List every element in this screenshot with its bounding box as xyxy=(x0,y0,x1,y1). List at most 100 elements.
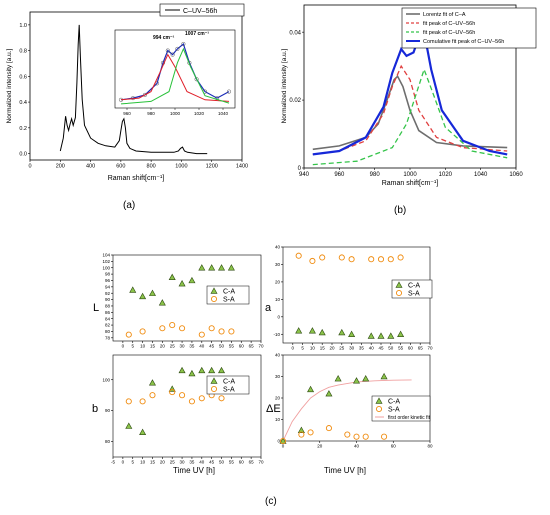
x-tick-label: 30 xyxy=(349,346,355,351)
marker-triangle xyxy=(307,385,315,393)
y-tick-label: 10 xyxy=(275,297,281,302)
y-tick-label: 80 xyxy=(105,329,111,334)
marker-triangle xyxy=(178,366,186,374)
y-tick-label: 0 xyxy=(298,166,302,172)
marker-circle xyxy=(307,429,314,436)
marker-triangle xyxy=(139,292,147,300)
x-tick-label: 960 xyxy=(334,172,345,178)
panel-a-plot: 0 200 400 600 800 1000 1200 1400 0.0 0.2 0.4 0.6 0.8… xyxy=(19,23,248,170)
y-tick-label: 0 xyxy=(277,314,280,319)
y-tick-label: 84 xyxy=(105,316,111,321)
x-tick-label: 40 xyxy=(199,344,205,349)
x-tick-label: 980 xyxy=(370,172,381,178)
panel-b-label: (b) xyxy=(394,205,406,216)
marker-triangle xyxy=(218,264,226,271)
marker-triangle xyxy=(387,332,395,339)
marker-circle xyxy=(381,433,388,440)
x-tick-label: 25 xyxy=(339,346,345,351)
marker-circle xyxy=(377,256,385,263)
y-tick-label: 90 xyxy=(105,408,111,413)
x-tick-label: 0 xyxy=(122,460,125,465)
panel-a-legend-label: C–UV–56h xyxy=(183,8,217,15)
marker-circle xyxy=(325,425,332,432)
inset-x-tick-label: 980 xyxy=(147,111,155,116)
marker-triangle xyxy=(198,264,206,271)
fit-curve xyxy=(282,379,412,442)
marker-circle xyxy=(125,331,132,338)
marker-circle xyxy=(295,252,302,259)
y-tick-label: 0.04 xyxy=(289,30,301,36)
marker-triangle xyxy=(139,428,147,435)
x-tick-label: 0 xyxy=(28,164,31,170)
marker-triangle xyxy=(297,426,305,433)
x-tick-label: -5 xyxy=(111,460,115,465)
x-tick-label: 30 xyxy=(180,344,186,349)
y-tick-label: 0.2 xyxy=(19,126,27,132)
x-tick-label: 20 xyxy=(329,346,335,351)
x-tick-label: 600 xyxy=(116,164,125,170)
x-tick-label: 15 xyxy=(320,346,326,351)
x-tick-label: 70 xyxy=(258,344,264,349)
marker-triangle xyxy=(148,289,156,296)
x-tick-label: 45 xyxy=(209,460,215,465)
marker-triangle xyxy=(380,372,388,380)
y-tick-label: 102 xyxy=(102,259,110,264)
marker-circle xyxy=(309,257,316,265)
x-tick-label: 940 xyxy=(299,172,310,178)
marker-circle xyxy=(208,325,215,332)
x-tick-label: 25 xyxy=(170,344,176,349)
legend-label: fit peak of C–UV–56h xyxy=(423,21,475,27)
marker-triangle xyxy=(348,330,356,337)
x-tick-label: 50 xyxy=(219,344,225,349)
x-tick-label: 45 xyxy=(209,344,215,349)
marker-circle xyxy=(218,328,225,335)
y-tick-label: 92 xyxy=(105,291,111,296)
series-line xyxy=(59,24,208,155)
x-tick-label: 30 xyxy=(180,460,186,465)
inset-point xyxy=(165,48,170,53)
y-tick-label: 88 xyxy=(105,304,111,309)
x-tick-label: 10 xyxy=(140,344,146,349)
marker-triangle xyxy=(338,328,346,336)
marker-triangle xyxy=(210,377,218,384)
marker-triangle xyxy=(295,327,303,334)
x-tick-label: 0 xyxy=(282,444,285,449)
panel-b-xlabel: Raman shift[cm⁻¹] xyxy=(382,180,439,187)
marker-triangle xyxy=(129,286,137,293)
y-tick-label: 1.0 xyxy=(19,23,27,29)
marker-circle xyxy=(149,392,156,399)
panel-c-b-ylabel: b xyxy=(92,403,98,415)
marker-triangle xyxy=(178,280,186,287)
marker-triangle xyxy=(377,332,385,339)
x-tick-label: 80 xyxy=(427,444,433,449)
legend-box xyxy=(206,285,250,305)
x-tick-label: 20 xyxy=(160,344,166,349)
legend-label: fit peak of C–UV–56h xyxy=(423,30,475,36)
x-tick-label: 70 xyxy=(427,346,433,351)
legend-label: C-A xyxy=(223,379,235,386)
marker-circle xyxy=(353,433,360,440)
x-tick-label: 1000 xyxy=(403,172,417,178)
x-tick-label: 35 xyxy=(189,344,195,349)
x-tick-label: 1000 xyxy=(175,164,187,170)
inset-point xyxy=(142,92,148,97)
legend-label: first order kinetic fit xyxy=(388,415,431,421)
x-tick-label: 60 xyxy=(391,444,397,449)
marker-circle xyxy=(169,389,176,396)
panel-a-xlabel: Raman shift[cm⁻¹] xyxy=(108,175,165,182)
x-tick-label: 70 xyxy=(258,460,264,465)
y-tick-label: 40 xyxy=(275,353,281,358)
x-tick-label: 1040 xyxy=(474,172,488,178)
series-line xyxy=(312,64,508,156)
x-tick-label: 15 xyxy=(150,460,156,465)
inset-annotation-994: 994 cm⁻¹ xyxy=(153,35,175,41)
legend-label: C-A xyxy=(388,399,400,406)
marker-circle xyxy=(348,256,355,263)
panel-c-L-ylabel: L xyxy=(93,302,99,314)
marker-circle xyxy=(169,322,176,329)
x-tick-label: 200 xyxy=(56,164,65,170)
legend-label: S-A xyxy=(223,297,235,304)
inset-x-tick-label: 1020 xyxy=(194,111,205,116)
y-tick-label: 20 xyxy=(275,396,281,401)
